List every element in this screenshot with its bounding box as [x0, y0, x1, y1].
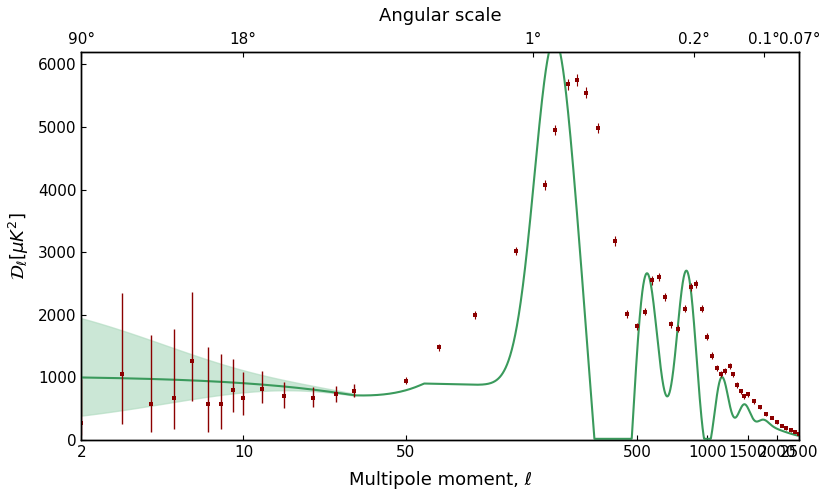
- X-axis label: Angular scale: Angular scale: [379, 7, 502, 25]
- Y-axis label: $\mathcal{D}_\ell[\mu K^2]$: $\mathcal{D}_\ell[\mu K^2]$: [7, 212, 31, 280]
- X-axis label: Multipole moment, ℓ: Multipole moment, ℓ: [349, 471, 532, 489]
